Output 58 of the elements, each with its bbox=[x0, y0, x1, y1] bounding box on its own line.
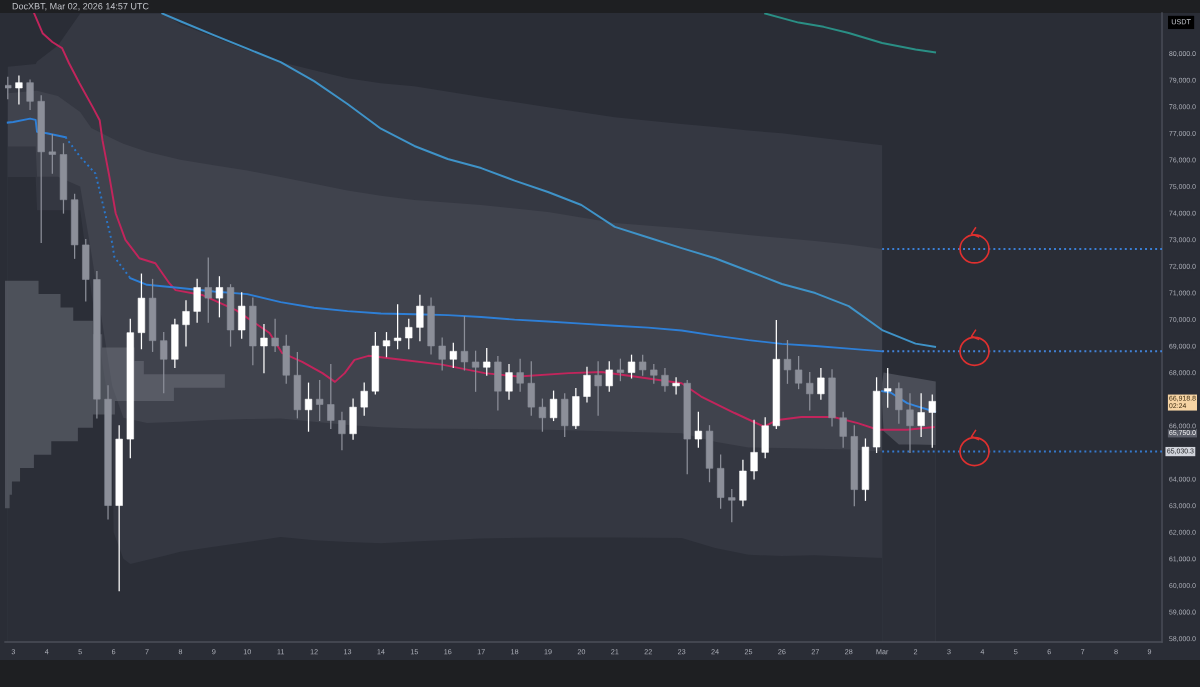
candlestick bbox=[483, 348, 491, 376]
candlestick bbox=[661, 367, 669, 392]
candlestick bbox=[382, 332, 391, 358]
candlestick bbox=[505, 363, 513, 400]
line-series bbox=[161, 13, 937, 348]
candlestick bbox=[783, 340, 792, 384]
candlestick bbox=[304, 382, 313, 432]
candlestick bbox=[728, 488, 736, 523]
candlestick bbox=[605, 361, 613, 392]
candlestick bbox=[193, 278, 201, 323]
candlestick bbox=[694, 411, 702, 448]
candlestick bbox=[538, 398, 547, 432]
candlestick bbox=[460, 316, 469, 371]
candlestick bbox=[449, 342, 457, 368]
candlestick bbox=[215, 276, 224, 318]
candlestick bbox=[549, 390, 558, 422]
candlestick bbox=[338, 411, 346, 451]
candlestick bbox=[48, 133, 56, 174]
candlestick bbox=[360, 382, 368, 416]
candlestick bbox=[594, 361, 602, 416]
line-series bbox=[33, 13, 935, 431]
candlestick bbox=[616, 358, 625, 382]
candlestick bbox=[928, 394, 936, 448]
candlestick bbox=[394, 304, 402, 350]
candlestick bbox=[160, 332, 168, 394]
candlestick bbox=[583, 366, 591, 403]
candlestick bbox=[917, 393, 925, 438]
candlestick bbox=[794, 355, 803, 390]
candlestick bbox=[5, 76, 12, 100]
candlestick bbox=[627, 354, 636, 379]
line-series bbox=[64, 136, 132, 280]
line-series bbox=[764, 13, 937, 54]
candlestick bbox=[271, 318, 279, 352]
candlestick bbox=[260, 324, 268, 374]
candlestick bbox=[884, 367, 892, 408]
candlestick bbox=[806, 371, 814, 411]
candlestick bbox=[516, 358, 524, 392]
candlestick bbox=[204, 257, 212, 323]
candlestick bbox=[416, 294, 424, 342]
candlestick bbox=[182, 300, 190, 347]
candlestick bbox=[639, 354, 647, 376]
candlestick bbox=[26, 79, 34, 110]
candlestick bbox=[438, 337, 446, 371]
candlestick bbox=[750, 419, 758, 480]
chart-title: DocXBT, Mar 02, 2026 14:57 UTC bbox=[12, 3, 149, 11]
candlestick bbox=[817, 367, 825, 400]
candlestick bbox=[906, 393, 914, 453]
candlestick bbox=[650, 363, 658, 384]
candlestick bbox=[672, 377, 680, 395]
candlestick bbox=[839, 411, 847, 448]
candlestick bbox=[15, 75, 23, 105]
candlestick bbox=[238, 292, 246, 339]
candlestick bbox=[527, 361, 535, 416]
candlestick bbox=[471, 350, 480, 392]
candlestick bbox=[327, 363, 335, 430]
candlestick bbox=[405, 318, 413, 350]
candlestick bbox=[316, 379, 324, 422]
candlestick bbox=[895, 382, 903, 424]
